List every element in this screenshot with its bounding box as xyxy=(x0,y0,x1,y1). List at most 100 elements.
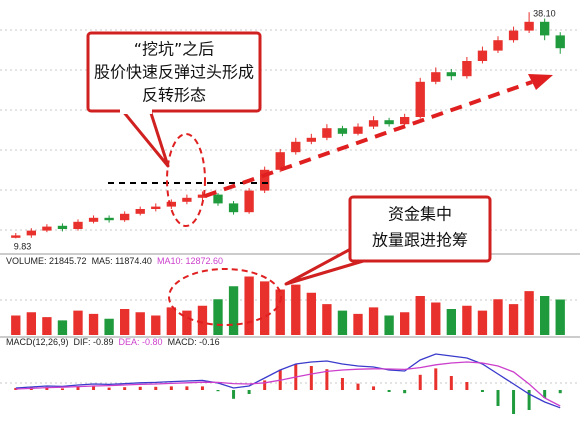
volume-bar xyxy=(415,296,425,335)
macd-bar xyxy=(387,390,391,392)
callout-text: 放量跟进抢筹 xyxy=(372,231,468,250)
volume-bar xyxy=(228,286,239,335)
macd-bar xyxy=(200,386,204,390)
candle-body xyxy=(368,120,379,127)
header-item: MACD(12,26,9) xyxy=(6,337,69,347)
candle-body xyxy=(151,206,161,209)
candle-body xyxy=(88,217,99,222)
candle-body xyxy=(446,72,456,77)
panel-header: MACD(12,26,9) DIF: -0.89 DEA: -0.80 MACD: -… xyxy=(6,337,220,347)
macd-bar xyxy=(123,387,127,390)
volume-bar xyxy=(446,309,456,335)
macd-bar xyxy=(372,386,376,390)
volume-bar xyxy=(275,289,285,335)
candle-body xyxy=(275,152,285,170)
candle-body xyxy=(135,209,145,214)
macd-bar xyxy=(403,390,407,394)
macd-bar xyxy=(232,390,236,399)
macd-bar xyxy=(107,387,111,390)
volume-bar xyxy=(104,318,114,335)
callout-text: “挖坑”之后 xyxy=(134,40,215,59)
volume-bar xyxy=(306,292,316,335)
dif-line xyxy=(15,353,561,409)
macd-bar xyxy=(309,366,313,390)
macd-bar xyxy=(558,390,562,394)
candle-body xyxy=(73,221,83,229)
candle-body xyxy=(477,50,488,61)
volume-bar xyxy=(508,304,519,335)
volume-bar xyxy=(337,310,348,335)
candle-body xyxy=(322,128,332,138)
callout: “挖坑”之后 股价快速反弹过头形成 反转形态 xyxy=(86,31,262,168)
macd-bar xyxy=(247,390,251,394)
header-item: DEA: -0.80 xyxy=(119,337,163,347)
candle-body xyxy=(524,21,534,31)
candle-body xyxy=(306,137,316,142)
volume-bar xyxy=(462,305,472,335)
candle-body xyxy=(415,81,425,117)
header-item: DIF: -0.89 xyxy=(74,337,114,347)
candle-body xyxy=(555,35,565,49)
volume-bar xyxy=(135,312,145,335)
candle-body xyxy=(182,197,192,202)
volume-bar xyxy=(368,307,379,335)
candle-body xyxy=(540,21,550,36)
volume-bar xyxy=(431,302,441,335)
candle-body xyxy=(337,128,348,134)
marks: 38.10 9.83 VOLUME: 21845.72 MA5: 11874.40 MA… xyxy=(6,9,565,414)
candle-body xyxy=(104,217,114,221)
volume-bar xyxy=(88,313,99,335)
high-label: 38.10 xyxy=(533,9,556,19)
volume-bar xyxy=(73,310,83,335)
macd-bar xyxy=(527,390,531,410)
candle-body xyxy=(462,61,472,77)
volume-bar xyxy=(26,312,36,335)
macd-bar xyxy=(418,374,422,390)
macd-bar xyxy=(340,378,344,390)
macd-bar xyxy=(154,386,158,390)
candle-body xyxy=(508,30,519,41)
volume-bar xyxy=(540,296,550,335)
macd-bar xyxy=(325,369,329,390)
macd-bar xyxy=(465,382,469,390)
header-item: VOLUME: 21845.72 xyxy=(6,256,87,266)
header-item: MACD: -0.16 xyxy=(168,337,220,347)
callout: 资金集中 放量跟进抢筹 xyxy=(284,195,492,286)
volume-bar xyxy=(493,299,503,335)
panel-header: VOLUME: 21845.72 MA5: 11874.40 MA10: 12872… xyxy=(6,256,223,266)
volume-bar xyxy=(11,315,21,335)
dea-line xyxy=(15,361,561,407)
candle-body xyxy=(11,235,21,238)
volume-bar xyxy=(400,312,410,335)
macd-bar xyxy=(512,390,516,414)
volume-bar xyxy=(120,309,130,335)
candle-body xyxy=(213,194,223,204)
candle-body xyxy=(228,203,239,213)
highlight-ellipse xyxy=(168,268,282,326)
volume-bar xyxy=(260,281,270,335)
macd-bar xyxy=(14,388,18,390)
macd-bar xyxy=(60,388,64,390)
volume-bar xyxy=(197,305,208,335)
candle-body xyxy=(431,72,441,82)
low-label: 9.83 xyxy=(14,242,32,252)
macd-bar xyxy=(356,383,360,390)
macd-bar xyxy=(92,386,96,390)
candle-body xyxy=(400,117,410,125)
candle-body xyxy=(291,141,301,153)
macd-bar xyxy=(434,368,438,390)
volume-bar xyxy=(182,310,192,335)
callout-text: 资金集中 xyxy=(388,205,452,224)
candle-body xyxy=(244,190,254,213)
candle-body xyxy=(384,120,394,125)
candle-body xyxy=(493,40,503,51)
volume-bar xyxy=(151,315,161,335)
candle-body xyxy=(26,230,36,236)
callout-text: 股价快速反弹过头形成 xyxy=(94,63,254,82)
callout-text: 反转形态 xyxy=(142,86,206,105)
macd-bar xyxy=(216,390,220,392)
volume-bar xyxy=(477,310,488,335)
macd-bar xyxy=(496,390,500,406)
volume-bar xyxy=(291,284,301,335)
